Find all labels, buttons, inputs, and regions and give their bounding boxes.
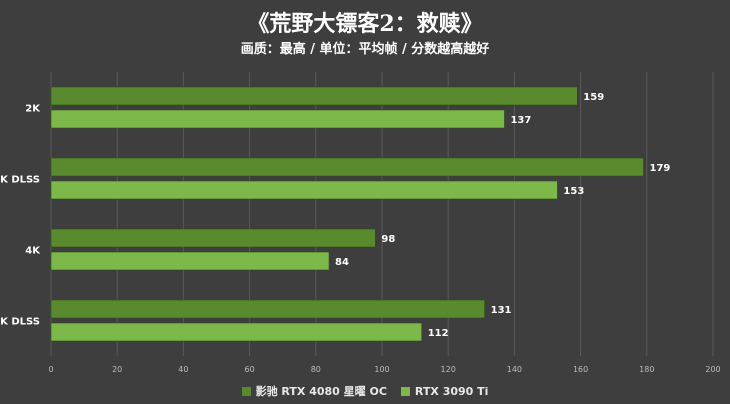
legend-swatch-series-2 bbox=[400, 386, 410, 396]
chart-legend: 影驰 RTX 4080 星曜 OC RTX 3090 Ti bbox=[0, 383, 730, 399]
data-label: 179 bbox=[649, 163, 670, 174]
legend-swatch-series-1 bbox=[241, 386, 251, 396]
legend-item-series-2: RTX 3090 Ti bbox=[400, 383, 489, 399]
category-label: 4K bbox=[25, 246, 41, 257]
data-label: 84 bbox=[335, 257, 349, 268]
category-label: 4K DLSS bbox=[0, 317, 40, 328]
bar-2-1 bbox=[50, 180, 558, 200]
bar-1-1 bbox=[50, 157, 644, 177]
bar-1-0 bbox=[50, 86, 578, 106]
x-tick-label: 60 bbox=[245, 365, 255, 374]
chart-subtitle: 画质：最高 / 单位：平均帧 / 分数越高越好 bbox=[240, 42, 490, 57]
category-label: 2K DLSS bbox=[0, 175, 40, 186]
x-tick-label: 20 bbox=[112, 365, 122, 374]
data-label: 98 bbox=[381, 234, 395, 245]
data-label: 137 bbox=[510, 115, 531, 126]
bar-2-2 bbox=[50, 251, 330, 271]
x-tick-label: 180 bbox=[639, 365, 654, 374]
x-tick-label: 40 bbox=[178, 365, 188, 374]
bar-2-3 bbox=[50, 322, 423, 342]
x-tick-label: 80 bbox=[311, 365, 321, 374]
legend-label-series-1: 影驰 RTX 4080 星曜 OC bbox=[255, 385, 387, 398]
bar-1-3 bbox=[50, 299, 485, 319]
bar-1-2 bbox=[50, 228, 376, 248]
data-label: 112 bbox=[428, 328, 449, 339]
x-tick-label: 140 bbox=[507, 365, 522, 374]
data-label: 131 bbox=[491, 305, 512, 316]
x-tick-label: 120 bbox=[441, 365, 456, 374]
legend-label-series-2: RTX 3090 Ti bbox=[414, 384, 489, 398]
data-label: 159 bbox=[583, 92, 604, 103]
x-tick-label: 160 bbox=[573, 365, 588, 374]
data-label: 153 bbox=[563, 186, 584, 197]
x-tick-label: 200 bbox=[705, 365, 720, 374]
x-tick-label: 0 bbox=[48, 365, 53, 374]
legend-item-series-1: 影驰 RTX 4080 星曜 OC bbox=[241, 383, 387, 399]
chart-title: 《荒野大镖客2：救赎》 bbox=[247, 11, 483, 37]
bar-2-0 bbox=[50, 109, 505, 129]
category-label: 2K bbox=[25, 104, 41, 115]
x-tick-label: 100 bbox=[374, 365, 389, 374]
